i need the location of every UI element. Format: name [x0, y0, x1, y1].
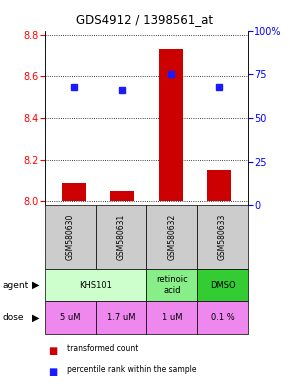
Bar: [110, 191, 134, 201]
Text: KHS101: KHS101: [79, 281, 112, 290]
Text: GSM580631: GSM580631: [117, 214, 126, 260]
Text: percentile rank within the sample: percentile rank within the sample: [67, 365, 196, 374]
Text: ▶: ▶: [32, 313, 39, 323]
Text: GSM580633: GSM580633: [218, 214, 227, 260]
Text: 0.1 %: 0.1 %: [211, 313, 234, 322]
Text: GSM580630: GSM580630: [66, 214, 75, 260]
Text: agent: agent: [3, 281, 29, 290]
Bar: [159, 50, 183, 201]
Text: ■: ■: [48, 367, 57, 377]
Text: ■: ■: [48, 346, 57, 356]
Text: transformed count: transformed count: [67, 344, 138, 353]
Text: ▶: ▶: [32, 280, 39, 290]
Text: 1 uM: 1 uM: [162, 313, 182, 322]
Bar: [62, 182, 86, 201]
Text: GSM580632: GSM580632: [167, 214, 176, 260]
Text: 1.7 uM: 1.7 uM: [107, 313, 135, 322]
Text: DMSO: DMSO: [210, 281, 235, 290]
Bar: [207, 170, 231, 201]
Text: 5 uM: 5 uM: [60, 313, 81, 322]
Text: GDS4912 / 1398561_at: GDS4912 / 1398561_at: [77, 13, 213, 26]
Text: dose: dose: [3, 313, 24, 322]
Text: retinoic
acid: retinoic acid: [156, 275, 188, 295]
